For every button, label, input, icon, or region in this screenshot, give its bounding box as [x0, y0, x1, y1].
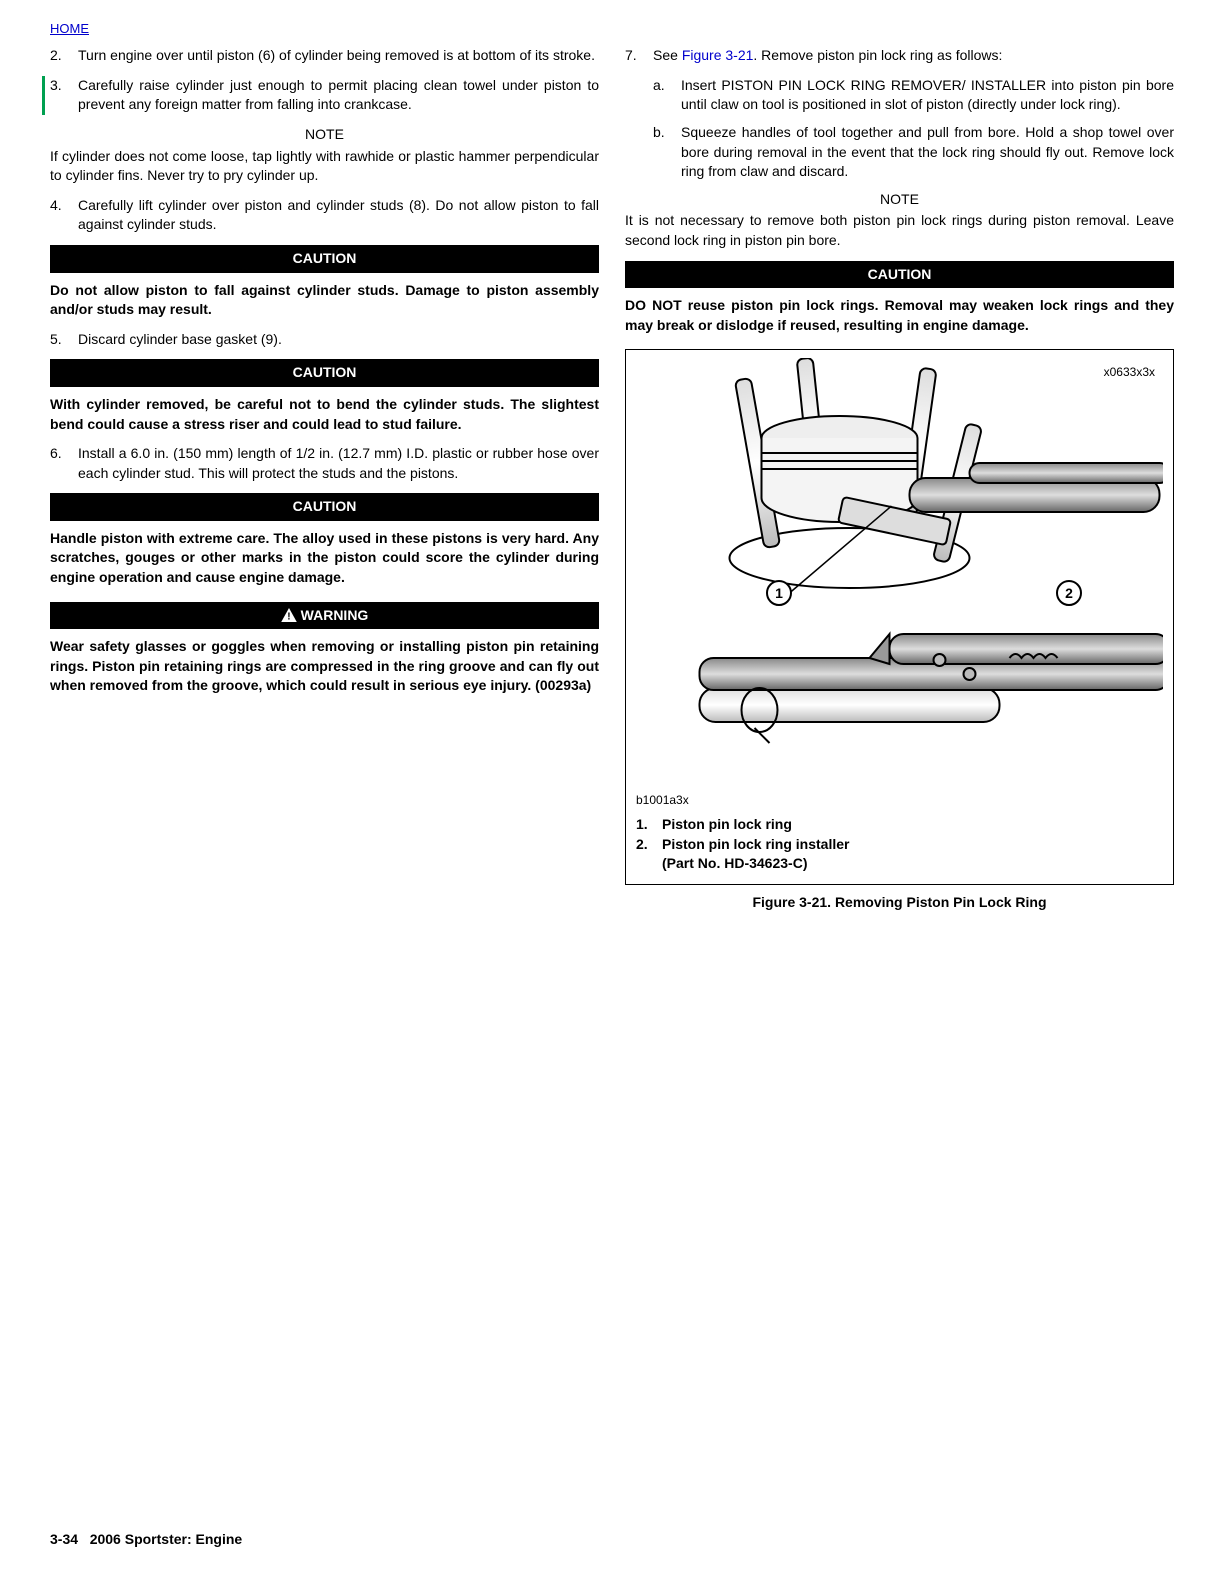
- text: See: [653, 47, 682, 63]
- caution-text: DO NOT reuse piston pin lock rings. Remo…: [625, 296, 1174, 335]
- step-text: See Figure 3-21. Remove piston pin lock …: [653, 46, 1174, 66]
- substep-a: a. Insert PISTON PIN LOCK RING REMOVER/ …: [653, 76, 1174, 115]
- home-link[interactable]: HOME: [50, 20, 1174, 38]
- note-text: If cylinder does not come loose, tap lig…: [50, 147, 599, 186]
- figure-code-bottom: b1001a3x: [636, 792, 1163, 809]
- svg-text:!: !: [287, 612, 290, 622]
- step-number: 4.: [50, 196, 78, 235]
- step-2: 2. Turn engine over until piston (6) of …: [50, 46, 599, 66]
- warning-heading: ! WARNING: [50, 602, 599, 630]
- note-heading: NOTE: [625, 190, 1174, 210]
- step-number: 2.: [50, 46, 78, 66]
- legend-text: Piston pin lock ring: [662, 815, 792, 835]
- footer-title: 2006 Sportster: Engine: [90, 1531, 243, 1547]
- step-number: 7.: [625, 46, 653, 66]
- step-text: Discard cylinder base gasket (9).: [78, 330, 599, 350]
- substep-letter: b.: [653, 123, 681, 182]
- piston-diagram: [636, 358, 1163, 788]
- legend-item: 1.Piston pin lock ring: [636, 815, 1163, 835]
- page-number: 3-34: [50, 1531, 78, 1547]
- substep-letter: a.: [653, 76, 681, 115]
- step-text: Install a 6.0 in. (150 mm) length of 1/2…: [78, 444, 599, 483]
- legend-item: (Part No. HD-34623-C): [636, 854, 1163, 874]
- caution-heading: CAUTION: [50, 493, 599, 521]
- step-text: Carefully lift cylinder over piston and …: [78, 196, 599, 235]
- substep-text: Insert PISTON PIN LOCK RING REMOVER/ INS…: [681, 76, 1174, 115]
- legend-item: 2.Piston pin lock ring installer: [636, 835, 1163, 855]
- substep-text: Squeeze handles of tool together and pul…: [681, 123, 1174, 182]
- warning-label: WARNING: [301, 606, 369, 626]
- figure-reference-link[interactable]: Figure 3-21: [682, 47, 754, 63]
- figure-caption: Figure 3-21. Removing Piston Pin Lock Ri…: [625, 893, 1174, 913]
- figure-3-21: x0633x3x: [625, 349, 1174, 885]
- legend-text: Piston pin lock ring installer: [662, 835, 849, 855]
- step-3: 3. Carefully raise cylinder just enough …: [42, 76, 599, 115]
- text: . Remove piston pin lock ring as follows…: [753, 47, 1002, 63]
- left-column: 2. Turn engine over until piston (6) of …: [50, 46, 599, 912]
- page-footer: 3-34 2006 Sportster: Engine: [50, 1530, 242, 1550]
- caution-text: With cylinder removed, be careful not to…: [50, 395, 599, 434]
- figure-illustration: x0633x3x: [636, 358, 1163, 788]
- substep-b: b. Squeeze handles of tool together and …: [653, 123, 1174, 182]
- legend-num: 2.: [636, 835, 662, 855]
- caution-text: Do not allow piston to fall against cyli…: [50, 281, 599, 320]
- warning-text: Wear safety glasses or goggles when remo…: [50, 637, 599, 696]
- figure-legend: 1.Piston pin lock ring 2.Piston pin lock…: [636, 815, 1163, 874]
- two-column-layout: 2. Turn engine over until piston (6) of …: [50, 46, 1174, 912]
- step-text: Turn engine over until piston (6) of cyl…: [78, 46, 599, 66]
- caution-heading: CAUTION: [50, 359, 599, 387]
- step-number: 5.: [50, 330, 78, 350]
- legend-num: 1.: [636, 815, 662, 835]
- legend-num: [636, 854, 662, 874]
- legend-text: (Part No. HD-34623-C): [662, 854, 807, 874]
- step-number: 3.: [50, 76, 78, 115]
- step-6: 6. Install a 6.0 in. (150 mm) length of …: [50, 444, 599, 483]
- step-text: Carefully raise cylinder just enough to …: [78, 76, 599, 115]
- note-text: It is not necessary to remove both pisto…: [625, 211, 1174, 250]
- warning-icon: !: [281, 608, 297, 622]
- caution-heading: CAUTION: [50, 245, 599, 273]
- step-7: 7. See Figure 3-21. Remove piston pin lo…: [625, 46, 1174, 66]
- step-4: 4. Carefully lift cylinder over piston a…: [50, 196, 599, 235]
- note-heading: NOTE: [50, 125, 599, 145]
- figure-code-top: x0633x3x: [1104, 364, 1155, 381]
- step-5: 5. Discard cylinder base gasket (9).: [50, 330, 599, 350]
- caution-text: Handle piston with extreme care. The all…: [50, 529, 599, 588]
- right-column: 7. See Figure 3-21. Remove piston pin lo…: [625, 46, 1174, 912]
- caution-heading: CAUTION: [625, 261, 1174, 289]
- step-number: 6.: [50, 444, 78, 483]
